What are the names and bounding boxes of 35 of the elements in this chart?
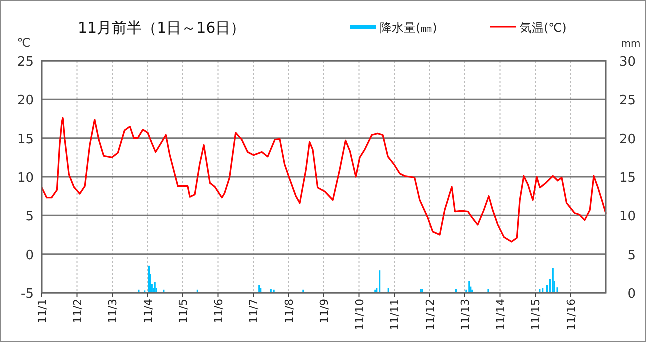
y2-axis-title: mm (621, 39, 641, 50)
x-tick-label: 11/11 (388, 299, 402, 331)
y-tick-label: 20 (17, 94, 34, 109)
y-tick-label: 5 (26, 210, 34, 225)
x-tick-label: 11/3 (106, 299, 120, 324)
y-tick-label: 0 (26, 248, 34, 264)
x-tick-label: 11/14 (494, 299, 508, 331)
legend-label: 降水量(㎜) (380, 21, 438, 35)
y-tick-label: -5 (21, 287, 34, 302)
x-tick-label: 11/16 (564, 299, 578, 331)
y-axis-title: ℃ (17, 36, 31, 50)
x-tick-label: 11/8 (282, 299, 296, 324)
legend-label: 気温(℃) (520, 21, 567, 35)
x-tick-label: 11/10 (353, 299, 366, 331)
x-tick-label: 11/13 (459, 299, 472, 331)
y2-tick-label: 25 (619, 94, 636, 109)
x-tick-label: 11/1 (36, 299, 49, 324)
y-tick-label: 25 (17, 55, 34, 70)
y2-tick-label: 20 (619, 132, 636, 148)
chart-title: 11月前半（1日～16日） (78, 19, 246, 37)
y2-tick-label: 30 (619, 55, 636, 70)
x-tick-label: 11/2 (71, 299, 84, 324)
y2-tick-label: 5 (628, 248, 636, 264)
y2-tick-label: 15 (619, 171, 636, 186)
y-tick-label: 15 (17, 132, 34, 148)
x-tick-label: 11/5 (177, 299, 190, 324)
x-tick-label: 11/15 (530, 299, 542, 331)
x-tick-label: 11/7 (248, 299, 260, 324)
x-tick-label: 11/12 (424, 299, 437, 331)
x-tick-label: 11/4 (142, 299, 155, 324)
y2-tick-label: 10 (619, 210, 636, 225)
y-tick-label: 10 (17, 171, 34, 186)
y2-tick-label: 0 (628, 287, 636, 302)
x-tick-label: 11/9 (318, 299, 331, 324)
x-tick-label: 11/6 (212, 299, 226, 324)
